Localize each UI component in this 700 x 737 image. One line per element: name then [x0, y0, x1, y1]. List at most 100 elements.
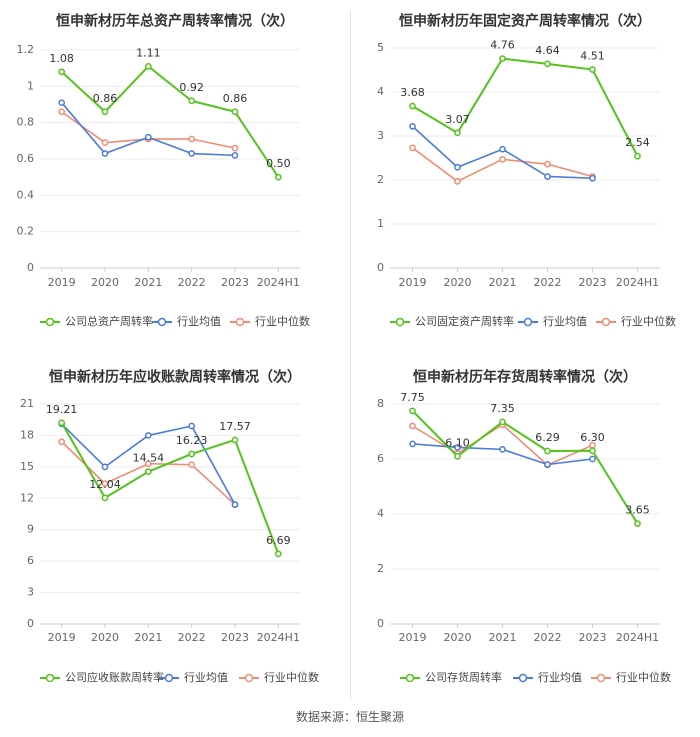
y-tick-label: 3	[27, 586, 34, 599]
chart-panel-1: 恒申新材历年总资产周转率情况（次） 0 0.2 0.4 0.6 0.8 1 1.2 2019 20…	[17, 13, 311, 328]
x-tick-label: 2021	[134, 276, 162, 289]
y-tick-label: 4	[377, 507, 384, 520]
data-point	[454, 129, 461, 137]
data-point	[274, 173, 282, 181]
x-tick-label: 2022	[534, 276, 562, 289]
y-tick-label: 2	[377, 173, 384, 186]
legend-swatch-marker	[523, 317, 533, 327]
data-point	[58, 68, 66, 76]
legend-swatch-marker	[518, 673, 528, 683]
x-tick-label: 2019	[48, 631, 76, 644]
data-label: 0.86	[93, 92, 118, 105]
y-tick-label: 1	[377, 217, 384, 230]
data-point	[544, 60, 551, 68]
data-point	[58, 108, 66, 116]
data-point	[144, 460, 152, 468]
data-label: 19.21	[46, 403, 78, 416]
legend-label: 行业中位数	[264, 670, 319, 684]
data-point	[58, 438, 66, 446]
x-tick-label: 2021	[489, 631, 517, 644]
data-point	[231, 108, 239, 116]
data-point	[454, 177, 461, 185]
y-tick-label: 3	[377, 129, 384, 142]
data-point	[499, 418, 506, 426]
data-point	[499, 55, 506, 62]
data-label: 4.64	[535, 44, 560, 57]
data-point	[188, 422, 196, 430]
legend-label: 行业中位数	[255, 314, 310, 328]
y-tick-label: 0.4	[17, 188, 35, 201]
legend-swatch-marker	[405, 673, 415, 683]
series-line-1	[411, 57, 639, 157]
y-tick-label: 15	[20, 460, 34, 473]
data-label: 0.92	[179, 81, 204, 94]
y-tick-label: 0	[377, 261, 384, 274]
data-point	[101, 494, 109, 502]
series-line-1	[60, 65, 280, 178]
data-point	[58, 419, 66, 427]
data-point	[231, 152, 239, 159]
legend-label: 行业中位数	[616, 670, 671, 684]
y-tick-label: 12	[20, 491, 34, 504]
legend-swatch-marker	[157, 317, 167, 327]
legend-swatch-marker	[164, 673, 174, 683]
data-point	[409, 407, 416, 415]
legend-label: 公司存货周转率	[425, 670, 502, 684]
data-point	[409, 440, 416, 448]
legend-swatch-marker	[45, 317, 55, 327]
y-tick-label: 21	[20, 397, 34, 410]
y-tick-label: 0.2	[17, 225, 35, 238]
data-point	[144, 63, 152, 70]
y-tick-label: 1	[27, 79, 34, 92]
data-label: 4.51	[580, 50, 605, 63]
x-tick-label: 2020	[444, 276, 472, 289]
y-tick-label: 6	[27, 554, 34, 567]
data-point	[634, 520, 641, 527]
legend-label: 行业均值	[184, 671, 228, 684]
y-tick-label: 5	[377, 41, 384, 54]
source-note: 数据来源：恒生聚源	[295, 710, 404, 724]
data-label: 3.65	[625, 504, 650, 517]
data-point	[101, 463, 109, 471]
y-tick-label: 18	[20, 428, 34, 441]
data-point	[499, 145, 506, 153]
data-point	[188, 135, 196, 143]
series-line-2	[61, 102, 236, 157]
y-tick-label: 0.8	[17, 116, 35, 129]
data-point	[634, 152, 641, 160]
data-label: 12.04	[89, 478, 121, 491]
y-tick-label: 4	[377, 85, 384, 98]
x-tick-label: 2022	[178, 276, 206, 289]
legend-swatch-marker	[596, 673, 606, 683]
x-tick-label: 2021	[489, 276, 517, 289]
x-tick-label: 2024H1	[257, 276, 300, 289]
data-label: 17.57	[219, 420, 251, 433]
x-tick-label: 2023	[221, 631, 249, 644]
legend-label: 公司固定资产周转率	[415, 314, 514, 328]
y-tick-label: 0.6	[17, 152, 35, 165]
y-tick-label: 0	[377, 617, 384, 630]
data-point	[454, 163, 461, 171]
chart-panel-4: 恒申新材历年存货周转率情况（次） 0 2 4 6 8 2019 2020 2021 2022 202…	[377, 369, 671, 684]
x-tick-label: 2023	[579, 276, 607, 289]
data-point	[499, 446, 506, 453]
data-point	[409, 102, 416, 110]
data-point	[231, 501, 239, 508]
y-tick-label: 0	[27, 261, 34, 274]
data-point	[188, 450, 196, 458]
data-point	[589, 447, 596, 455]
x-tick-label: 2024H1	[257, 631, 300, 644]
chart-panel-2: 恒申新材历年固定资产周转率情况（次） 0 1 2 3 4 5 2019 2020 2021 2022…	[377, 13, 676, 328]
data-label: 1.11	[136, 46, 161, 59]
data-label: 16.23	[176, 434, 208, 447]
chart-title: 恒申新材历年存货周转率情况（次）	[413, 369, 637, 386]
chart-title: 恒申新材历年固定资产周转率情况（次）	[399, 13, 651, 30]
legend-label: 行业均值	[543, 315, 587, 328]
legend-label: 公司应收账款周转率	[65, 670, 164, 684]
data-point	[231, 436, 239, 444]
data-label: 1.08	[49, 52, 74, 65]
series-line-1	[411, 410, 639, 525]
data-point	[58, 99, 66, 107]
x-tick-label: 2020	[91, 276, 119, 289]
data-label: 6.10	[445, 436, 470, 449]
